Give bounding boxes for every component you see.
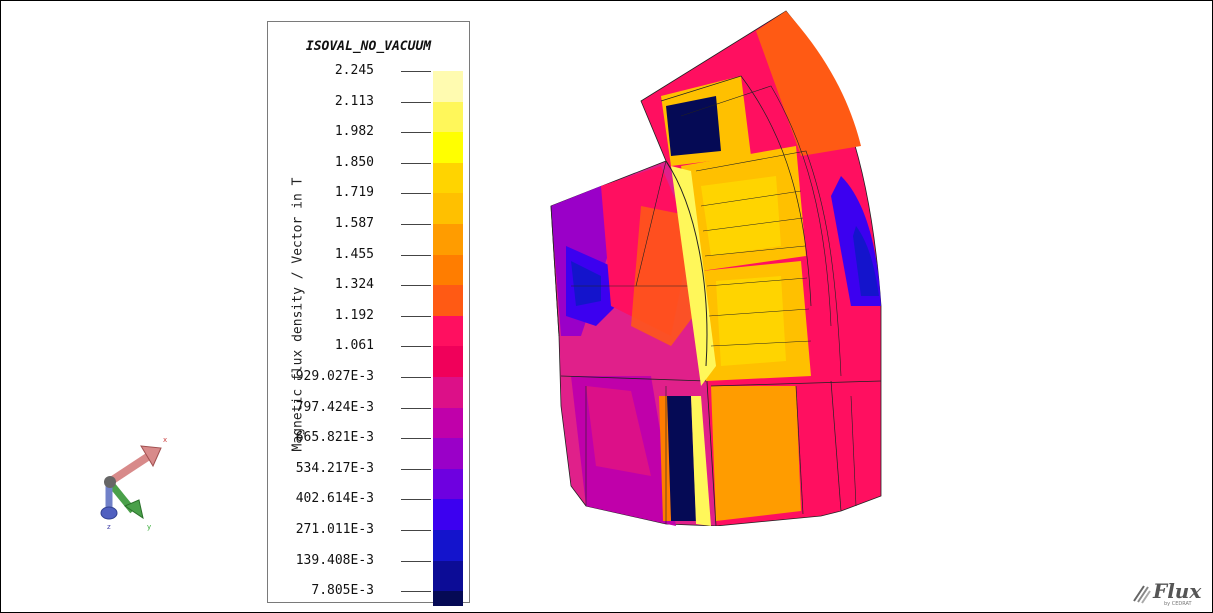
- legend-color-swatch: [433, 407, 463, 439]
- color-legend: ISOVAL_NO_VACUUM Magnetic flux density /…: [267, 21, 470, 607]
- legend-tick-line: [401, 193, 431, 195]
- legend-tick-line: [401, 530, 431, 531]
- legend-tick-label: 1.324: [334, 277, 374, 293]
- legend-tick-line: [401, 468, 431, 470]
- legend-tick-line: [401, 315, 431, 317]
- legend-tick-line: [401, 377, 431, 378]
- legend-tick-line: [401, 132, 431, 134]
- airgap-arc: [665, 160, 708, 367]
- legend-color-swatch: [433, 560, 463, 592]
- axis-triad: x y z: [100, 436, 167, 531]
- legend-tick-line: [401, 101, 431, 103]
- legend-color-swatch: [433, 162, 463, 194]
- legend-tick-label: 7.805E-3: [311, 583, 374, 599]
- legend-tick-label: 2.245: [334, 63, 374, 78]
- y-axis-arrow: y: [108, 481, 151, 531]
- legend-color-swatch: [433, 315, 463, 347]
- flux-logo-text: Flux: [1153, 579, 1202, 603]
- legend-tick-label: 402.614E-3: [295, 491, 374, 507]
- legend-tick-line: [401, 591, 431, 593]
- legend-tick-line: [401, 71, 431, 72]
- legend-color-swatch: [433, 101, 463, 133]
- legend-tick-line: [401, 285, 431, 287]
- legend-tick-label: 1.192: [334, 307, 374, 323]
- legend-tick-label: 1.850: [334, 154, 374, 170]
- legend-title: ISOVAL_NO_VACUUM: [305, 39, 432, 54]
- legend-tick-line: [401, 162, 431, 164]
- z-axis-label: z: [107, 523, 111, 531]
- legend-tick-line: [401, 346, 431, 348]
- triad-origin: [104, 476, 116, 488]
- legend-tick-line: [401, 254, 431, 256]
- flux-logo-icon: [1133, 585, 1151, 604]
- legend-tick-line: [401, 224, 431, 225]
- legend-tick-label: 665.821E-3: [295, 430, 374, 446]
- motor-field-plot[interactable]: [541, 6, 901, 526]
- legend-tick-label: 271.011E-3: [295, 522, 374, 537]
- legend-tick-label: 1.587: [334, 216, 374, 231]
- legend-tick-label: 1.982: [334, 124, 374, 140]
- flux-logo-subtitle: by CEDRAT: [1164, 601, 1192, 607]
- legend-color-swatch: [433, 224, 463, 255]
- legend-tick-label: 2.113: [334, 93, 374, 109]
- legend-tick-label: 1.719: [334, 185, 374, 201]
- legend-color-swatch: [433, 132, 463, 164]
- legend-tick-line: [401, 560, 431, 562]
- legend-color-swatch: [433, 438, 463, 470]
- stator-block: [640, 10, 882, 526]
- legend-color-swatch: [433, 499, 463, 531]
- legend-tick-label: 929.027E-3: [295, 369, 374, 384]
- x-axis-arrow: x: [108, 436, 167, 485]
- flux-logo: Flux by CEDRAT: [1131, 579, 1211, 611]
- legend-color-swatch: [433, 377, 463, 408]
- legend-tick-label: 534.217E-3: [295, 460, 374, 476]
- legend-color-swatch: [433, 285, 463, 317]
- legend-tick-line: [401, 438, 431, 440]
- legend-color-swatch: [433, 346, 463, 378]
- legend-color-swatch: [433, 193, 463, 225]
- legend-color-swatch: [433, 468, 463, 500]
- legend-color-swatch: [433, 254, 463, 286]
- legend-tick-line: [401, 407, 431, 409]
- x-axis-label: x: [163, 436, 167, 444]
- legend-color-swatch: [433, 530, 463, 561]
- legend-tick-label: 139.408E-3: [295, 552, 374, 568]
- y-axis-label: y: [147, 523, 151, 531]
- legend-tick-label: 1.455: [334, 246, 374, 262]
- legend-color-swatch: [433, 591, 463, 607]
- legend-color-swatch: [433, 71, 463, 102]
- legend-tick-label: 797.424E-3: [295, 399, 374, 415]
- rotor-block: [550, 160, 717, 526]
- legend-tick-line: [401, 499, 431, 501]
- legend-tick-label: 1.061: [334, 338, 374, 354]
